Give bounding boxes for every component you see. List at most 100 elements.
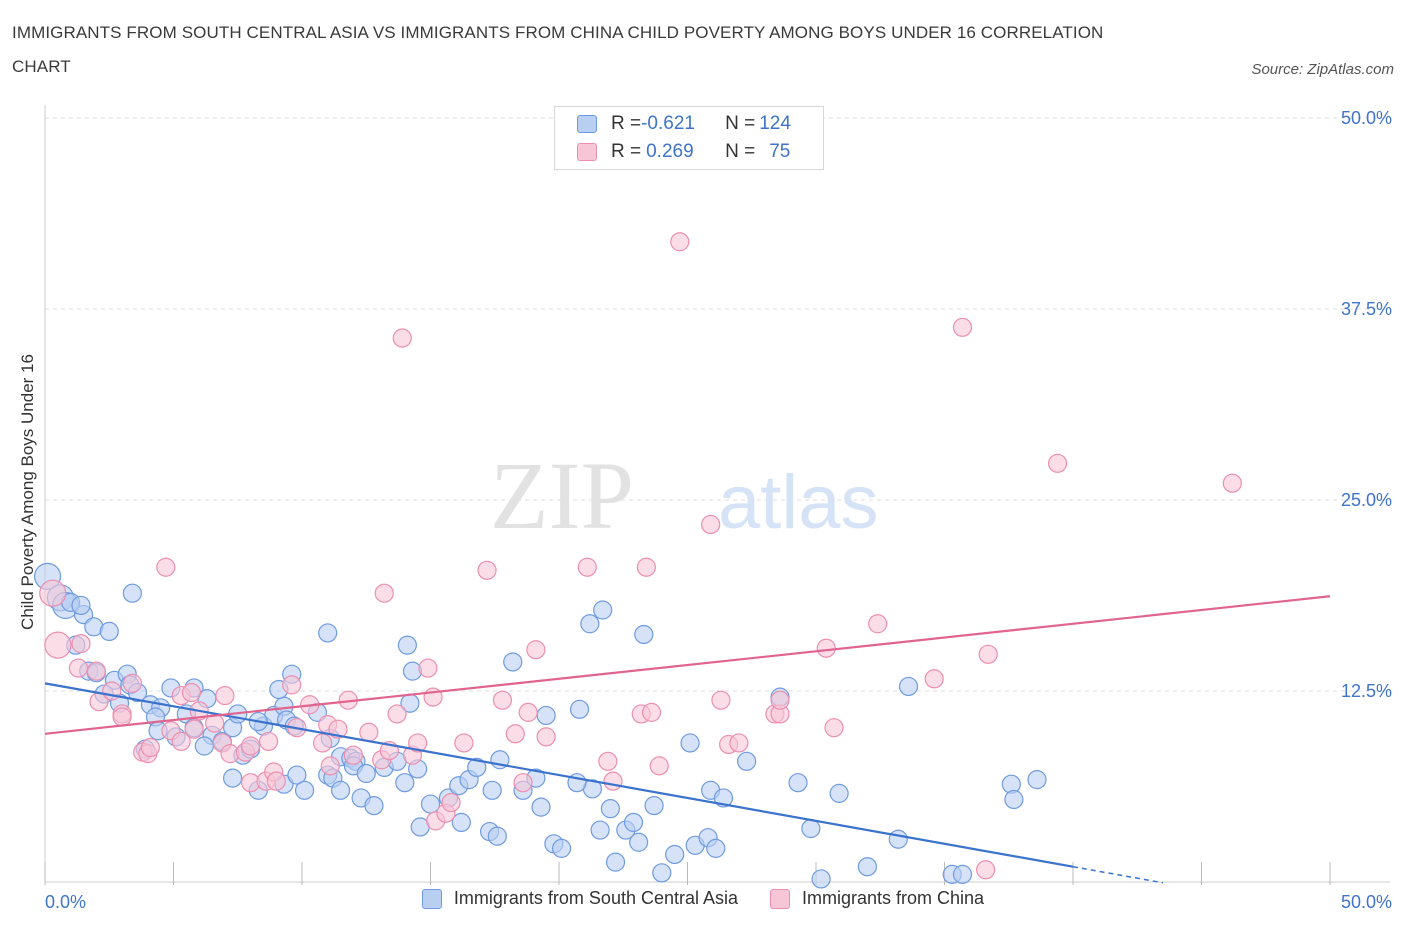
data-point-south-central-asia [652, 863, 672, 883]
series-legend: Immigrants from South Central Asia Immig… [0, 888, 1406, 909]
data-point-china [513, 773, 533, 793]
data-point-south-central-asia [402, 661, 423, 681]
data-point-china [536, 727, 556, 747]
data-point-south-central-asia [629, 832, 649, 852]
data-point-south-central-asia [122, 583, 142, 603]
data-point-china [418, 658, 438, 678]
watermark-atlas: atlas [718, 460, 879, 545]
data-point-south-central-asia [356, 763, 376, 784]
data-point-south-central-asia [590, 820, 610, 840]
legend-n-label: N = [725, 113, 756, 134]
legend-n-value: 75 [769, 141, 791, 162]
data-point-china [156, 557, 176, 577]
data-point-china [1047, 453, 1068, 473]
data-point-china [603, 771, 623, 791]
data-point-south-central-asia [467, 757, 487, 778]
watermark-zip: ZIP [490, 442, 634, 549]
data-point-china [454, 733, 474, 753]
data-point-south-central-asia [482, 780, 502, 800]
data-point-south-central-asia [223, 768, 243, 788]
data-point-south-central-asia [71, 595, 91, 616]
data-point-south-central-asia [605, 852, 626, 872]
data-point-south-central-asia [531, 797, 551, 817]
data-point-south-central-asia [330, 780, 351, 800]
data-point-china [343, 745, 363, 765]
data-point-south-central-asia [1027, 770, 1047, 790]
data-point-china [71, 634, 91, 654]
data-point-china [701, 514, 721, 535]
data-point-south-central-asia [952, 864, 973, 884]
y-axis-label: Child Poverty Among Boys Under 16 [18, 354, 37, 630]
data-point-china [320, 756, 340, 776]
data-point-south-central-asia [737, 751, 757, 771]
data-point-china [184, 719, 204, 739]
legend-label-china: Immigrants from China [802, 888, 985, 908]
data-point-china [86, 661, 107, 681]
data-point-china [266, 771, 286, 791]
chart-title: IMMIGRANTS FROM SOUTH CENTRAL ASIA VS IM… [12, 20, 1232, 80]
data-point-china [441, 792, 461, 813]
data-point-china [312, 733, 333, 753]
data-point-china [140, 737, 160, 758]
data-point-south-central-asia [623, 812, 644, 833]
data-point-china [824, 718, 844, 738]
data-point-south-central-asia [600, 799, 621, 819]
legend-item-china[interactable]: Immigrants from China [770, 888, 984, 909]
data-point-china [282, 675, 302, 695]
data-point-south-central-asia [503, 652, 523, 672]
legend-n-value: 124 [759, 113, 791, 134]
data-point-china [408, 733, 428, 753]
correlation-legend: R = -0.621 N = 124 R = 0.269 N = 75 [554, 106, 824, 170]
legend-swatch-blue [421, 888, 442, 909]
data-point-south-central-asia [888, 829, 908, 849]
y-tick-label: 25.0% [1341, 490, 1392, 510]
legend-swatch-blue [577, 115, 597, 133]
data-point-south-central-asia [194, 736, 214, 756]
data-point-china [952, 317, 973, 337]
trend-extension-south-central-asia [1072, 865, 1164, 884]
y-tick-label: 50.0% [1341, 108, 1392, 128]
source-label: Source: ZipAtlas.com [1251, 61, 1394, 78]
data-point-south-central-asia [898, 676, 919, 697]
chart-title-line2: CHART [12, 57, 71, 76]
data-point-south-central-asia [536, 705, 556, 726]
data-point-china [577, 557, 597, 577]
data-point-china [492, 690, 513, 710]
legend-r-value: 0.269 [646, 141, 694, 162]
data-point-china [359, 722, 379, 742]
x-tick-label: 50.0% [1341, 892, 1392, 912]
trend-line-china [44, 595, 1331, 735]
data-point-south-central-asia [857, 857, 878, 877]
trend-lines [44, 595, 1331, 884]
trend-line-south-central-asia [44, 682, 1074, 868]
data-point-south-central-asia [395, 773, 415, 793]
data-point-china [122, 673, 142, 693]
data-point-south-central-asia [451, 812, 471, 833]
legend-r-label: R = [611, 141, 642, 162]
data-point-south-central-asia [593, 600, 613, 620]
data-point-south-central-asia [665, 844, 685, 865]
data-point-south-central-asia [397, 635, 417, 655]
data-point-south-central-asia [706, 838, 726, 858]
data-point-south-central-asia [1004, 789, 1024, 810]
data-point-china [392, 328, 412, 348]
data-point-china [171, 731, 191, 752]
y-tick-label: 37.5% [1341, 299, 1392, 319]
data-point-china [258, 731, 279, 752]
legend-item-south-central-asia[interactable]: Immigrants from South Central Asia [421, 888, 738, 909]
data-point-china [68, 658, 89, 678]
legend-r-value: -0.621 [641, 113, 695, 134]
legend-row-pink: R = 0.269 N = 75 [577, 139, 790, 165]
data-point-china [181, 682, 202, 703]
data-point-china [39, 579, 67, 607]
data-point-south-central-asia [99, 621, 119, 642]
watermark: ZIP atlas [490, 442, 879, 549]
data-point-china [112, 707, 132, 727]
data-point-china [44, 631, 72, 659]
data-point-china [215, 685, 235, 706]
data-point-south-central-asia [294, 780, 315, 800]
data-point-china [770, 690, 790, 710]
legend-swatch-pink [770, 888, 791, 909]
data-point-china [924, 669, 944, 689]
